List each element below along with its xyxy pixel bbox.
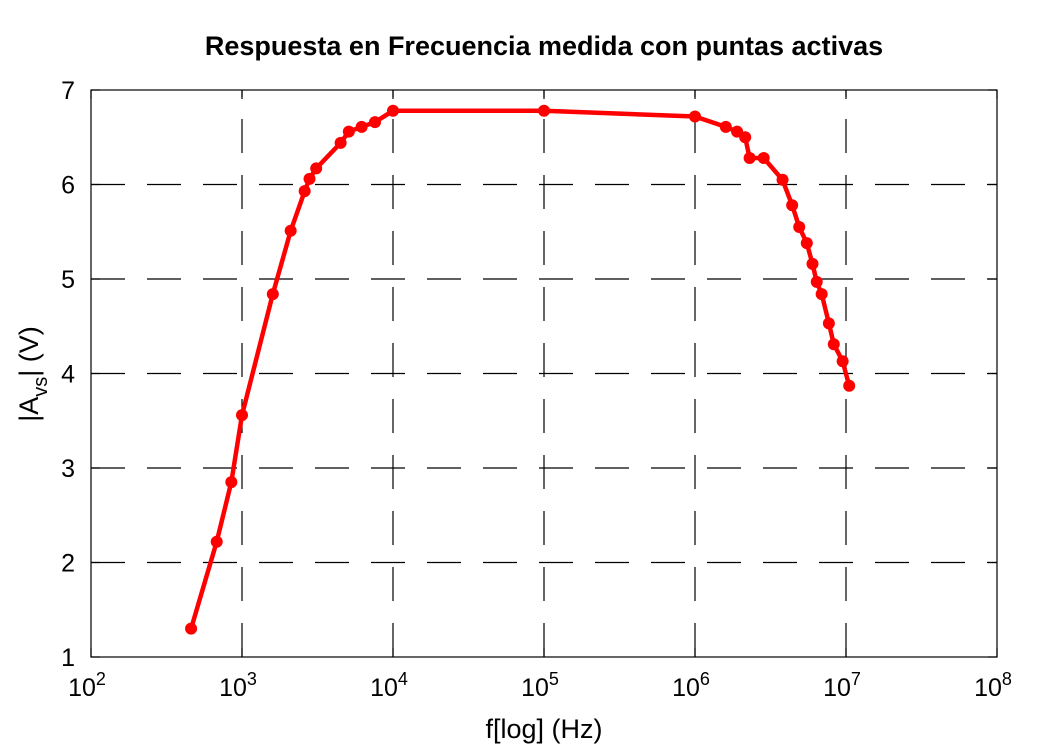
y-axis-label-subscript: vs (30, 377, 52, 397)
x-tick-base: 10 (521, 674, 549, 702)
y-tick-label: 1 (61, 644, 75, 672)
x-tick-label: 104 (370, 669, 408, 702)
x-tick-exponent: 7 (851, 669, 861, 689)
data-point (815, 288, 828, 301)
data-point (786, 199, 799, 212)
data-point (266, 288, 279, 301)
data-point (284, 224, 297, 237)
x-tick-base: 10 (68, 674, 96, 702)
series-line (188, 108, 852, 630)
data-point (387, 104, 399, 117)
x-tick-label: 102 (68, 669, 106, 702)
x-tick-base: 10 (672, 674, 700, 702)
chart-title: Respuesta en Frecuencia medida con punta… (205, 31, 883, 61)
x-tick-label: 103 (219, 669, 257, 702)
x-tick-label: 106 (672, 669, 710, 702)
x-tick-label: 108 (974, 669, 1012, 702)
x-tick-exponent: 2 (96, 669, 106, 689)
grid-lines (91, 90, 997, 657)
x-tick-exponent: 3 (247, 669, 257, 689)
data-point (739, 131, 752, 144)
x-tick-base: 10 (823, 674, 851, 702)
data-point (689, 110, 701, 123)
x-tick-exponent: 6 (700, 669, 710, 689)
data-point (225, 476, 238, 489)
data-point (806, 257, 819, 270)
y-tick-label: 7 (61, 77, 75, 105)
x-tick-base: 10 (219, 674, 247, 702)
y-tick-label: 4 (61, 361, 75, 389)
data-point (369, 116, 382, 129)
data-point (303, 172, 316, 185)
x-tick-base: 10 (370, 674, 398, 702)
y-tick-label: 3 (61, 455, 75, 483)
x-tick-base: 10 (974, 674, 1002, 702)
data-point (210, 535, 223, 548)
data-point (776, 173, 789, 186)
data-point (236, 409, 248, 422)
data-point (719, 120, 732, 133)
data-point (342, 125, 355, 138)
y-tick-label: 2 (61, 550, 75, 578)
series-layer (185, 104, 856, 635)
x-axis-label: f[log] (Hz) (485, 714, 602, 744)
data-point (355, 120, 368, 133)
data-point (310, 162, 323, 175)
y-axis-label-tail: | (V) (14, 326, 44, 377)
x-tick-exponent: 5 (549, 669, 559, 689)
y-tick-label: 6 (61, 172, 75, 200)
y-tick-label: 5 (61, 266, 75, 294)
data-point (800, 237, 813, 250)
data-point (298, 185, 311, 198)
y-axis-label-main: |A (14, 397, 44, 422)
x-tick-label: 105 (521, 669, 559, 702)
y-tick-labels: 1 2 3 4 5 6 7 (61, 77, 75, 672)
data-point (827, 338, 840, 351)
data-point (822, 317, 835, 330)
data-point (793, 221, 806, 234)
x-tick-label: 107 (823, 669, 861, 702)
y-axis-label: |Avs| (V) (14, 326, 52, 422)
data-point (843, 379, 856, 392)
data-point (185, 622, 198, 635)
tick-marks (90, 89, 998, 658)
x-tick-labels: 102 103 104 105 106 107 108 (68, 669, 1012, 702)
data-point (836, 355, 849, 368)
data-point (538, 104, 550, 117)
data-point (743, 152, 756, 165)
x-tick-exponent: 8 (1002, 669, 1012, 689)
data-point (810, 275, 823, 288)
data-point (757, 152, 770, 165)
x-tick-exponent: 4 (398, 669, 408, 689)
data-point (334, 136, 347, 149)
